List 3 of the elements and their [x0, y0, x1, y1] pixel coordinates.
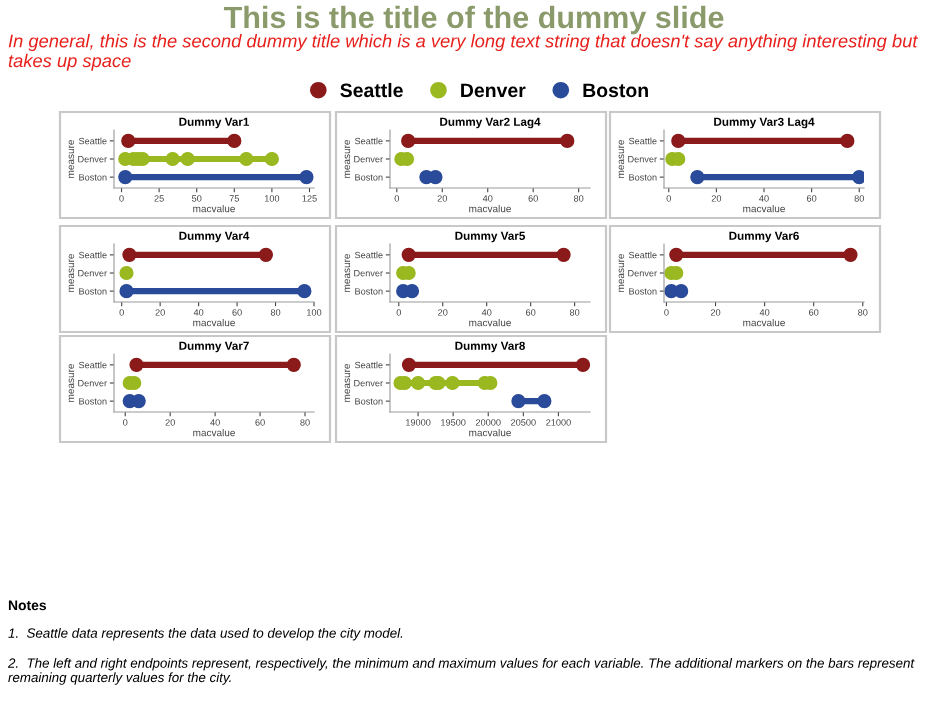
legend-label: Denver: [461, 83, 526, 98]
text: This is the title of the dummy slide: [223, 5, 724, 35]
text: In general, this is the second dummy title which is a very long text string that doesn't say anything interesting but takes up space: [8, 34, 919, 71]
